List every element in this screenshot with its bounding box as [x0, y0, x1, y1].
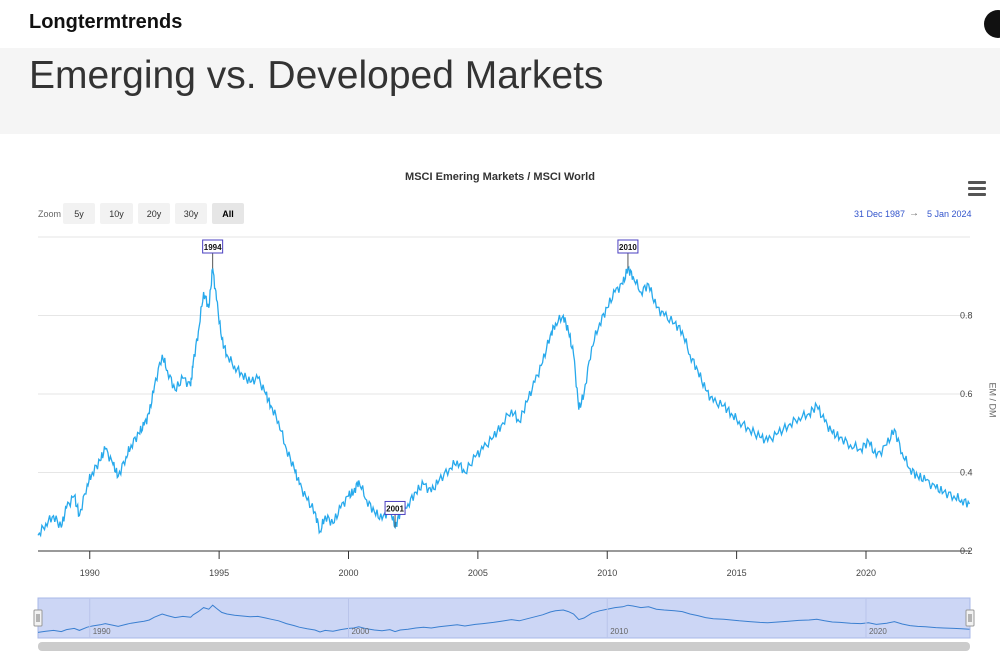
top-bar: Longtermtrends	[0, 0, 1000, 48]
navigator-tick-label: 2000	[351, 627, 369, 636]
navigator-window[interactable]	[37, 597, 971, 639]
navigator-left-handle[interactable]	[33, 609, 43, 627]
series-line	[37, 265, 971, 538]
x-tick-label: 1990	[80, 568, 100, 578]
zoom-30y-button[interactable]: 30y	[175, 203, 207, 224]
y-tick-label: 0.6	[960, 389, 973, 399]
flag-2010[interactable]	[617, 239, 639, 254]
y-tick-label: 0.4	[960, 468, 973, 478]
navigator-tick-label: 1990	[93, 627, 111, 636]
navigator-tick-label: 2020	[869, 627, 887, 636]
x-tick-label: 2000	[338, 568, 358, 578]
y-tick-label: 0.2	[960, 546, 973, 556]
x-tick-label: 2015	[727, 568, 747, 578]
y-tick-label: 0.8	[960, 311, 973, 321]
dark-mode-toggle-icon[interactable]	[984, 10, 1000, 38]
brand-logo[interactable]: Longtermtrends	[29, 11, 183, 33]
flag-2001[interactable]	[384, 500, 406, 515]
zoom-5y-button[interactable]: 5y	[63, 203, 95, 224]
navigator-series	[37, 604, 970, 633]
chart-menu-icon[interactable]	[968, 181, 988, 197]
range-to[interactable]: 5 Jan 2024	[927, 209, 972, 219]
zoom-all-button[interactable]: All	[212, 203, 244, 224]
zoom-20y-button[interactable]: 20y	[138, 203, 170, 224]
zoom-label: Zoom	[38, 209, 62, 219]
page-title: Emerging vs. Developed Markets	[29, 54, 604, 97]
navigator-scrollbar[interactable]	[38, 642, 970, 651]
flag-label: 2010	[619, 243, 637, 252]
x-tick-label: 2010	[597, 568, 617, 578]
navigator-right-handle[interactable]	[965, 609, 975, 627]
flag-label: 1994	[204, 243, 222, 252]
page-header: Emerging vs. Developed Markets	[0, 48, 1000, 134]
range-arrow: →	[909, 208, 919, 219]
range-from[interactable]: 31 Dec 1987	[854, 209, 906, 219]
flag-label: 2001	[386, 504, 404, 513]
x-tick-label: 2020	[856, 568, 876, 578]
x-tick-label: 2005	[468, 568, 488, 578]
zoom-10y-button[interactable]: 10y	[100, 203, 133, 224]
x-tick-label: 1995	[209, 568, 229, 578]
navigator-tick-label: 2010	[610, 627, 628, 636]
flag-1994[interactable]	[202, 239, 224, 254]
chart-title: MSCI Emering Markets / MSCI World	[405, 171, 595, 183]
